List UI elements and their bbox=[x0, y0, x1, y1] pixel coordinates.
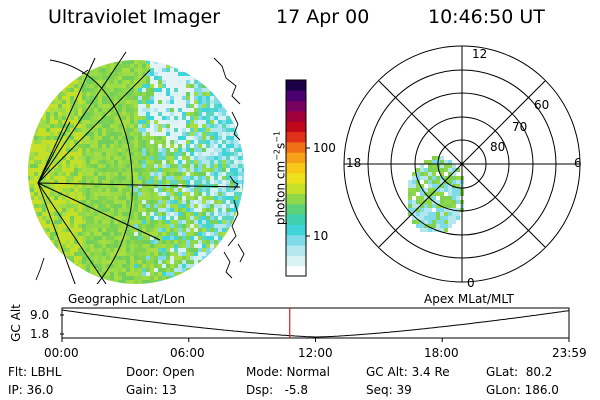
colorbar-cell bbox=[286, 172, 306, 184]
colorbar-tick-label: 10 bbox=[313, 229, 329, 243]
filter-value: Flt: LBHL bbox=[8, 365, 62, 379]
mlt-label-6: 6 bbox=[574, 156, 582, 170]
colorbar-cell bbox=[286, 203, 306, 215]
door-value: Door: Open bbox=[126, 365, 195, 379]
timeline-xtick-label: 23:59 bbox=[552, 346, 587, 360]
apex-panel-label: Apex MLat/MLT bbox=[424, 292, 514, 306]
observation-time: 10:46:50 UT bbox=[428, 6, 545, 28]
instrument-title: Ultraviolet Imager bbox=[48, 6, 221, 28]
colorbar-cell bbox=[286, 90, 306, 102]
timeline-xtick-label: 06:00 bbox=[170, 346, 205, 360]
colorbar-cell bbox=[286, 265, 306, 277]
longitude-line bbox=[37, 69, 151, 184]
timeline-ytick: 1.8 bbox=[30, 327, 50, 341]
altitude-timeline bbox=[60, 307, 570, 342]
coastlines bbox=[35, 57, 245, 281]
observation-date: 17 Apr 00 bbox=[276, 6, 370, 28]
colorbar bbox=[285, 79, 310, 277]
longitude-line bbox=[37, 57, 96, 184]
gain-value: Gain: 13 bbox=[126, 383, 177, 397]
timeline-xtick-label: 12:00 bbox=[298, 346, 333, 360]
dsp-value: Dsp: -5.8 bbox=[246, 383, 309, 397]
geographic-image bbox=[28, 51, 245, 284]
glat-value: GLat: 80.2 bbox=[486, 365, 553, 379]
colorbar-cell bbox=[286, 234, 306, 246]
colorbar-cell bbox=[286, 245, 306, 256]
colorbar-cell bbox=[286, 224, 306, 236]
colorbar-cell bbox=[286, 152, 306, 164]
gc-alt-value: GC Alt: 3.4 Re bbox=[366, 365, 450, 379]
longitude-line bbox=[37, 51, 127, 184]
timeline-frame bbox=[61, 307, 570, 339]
polar-image bbox=[343, 45, 581, 283]
latitude-circle bbox=[37, 182, 161, 241]
geographic-panel-label: Geographic Lat/Lon bbox=[68, 292, 186, 306]
ip-value: IP: 36.0 bbox=[8, 383, 54, 397]
colorbar-tick-label: 100 bbox=[313, 141, 336, 155]
timeline-ylabel: GC Alt bbox=[9, 304, 23, 342]
mlt-label-12: 12 bbox=[472, 47, 488, 61]
longitude-line bbox=[37, 182, 76, 284]
longitude-line bbox=[37, 182, 107, 284]
timeline-ytick: 9.0 bbox=[30, 308, 50, 322]
timeline-xtick-label: 18:00 bbox=[424, 346, 459, 360]
colorbar-cell bbox=[286, 110, 306, 122]
colorbar-cell bbox=[286, 121, 306, 133]
mlat-label-80: 80 bbox=[490, 140, 506, 154]
glon-value: GLon: 186.0 bbox=[486, 383, 559, 397]
colorbar-label: photon cm−2s−1 bbox=[272, 130, 288, 226]
colorbar-cell bbox=[286, 162, 306, 174]
sequence-value: Seq: 39 bbox=[366, 383, 412, 397]
colorbar-cell bbox=[286, 100, 306, 112]
longitude-line bbox=[37, 182, 241, 188]
latitude-circle bbox=[49, 59, 133, 284]
longitude-line bbox=[37, 121, 71, 184]
colorbar-cell bbox=[286, 193, 306, 205]
polar-grid bbox=[343, 45, 581, 283]
mlt-label-18: 18 bbox=[346, 156, 362, 170]
colorbar-cell bbox=[286, 255, 306, 267]
altitude-curve bbox=[61, 309, 570, 338]
mlt-label-0: 0 bbox=[467, 276, 475, 290]
colorbar-cell bbox=[286, 80, 306, 91]
colorbar-cell bbox=[286, 131, 306, 143]
mlat-label-70: 70 bbox=[512, 120, 528, 134]
colorbar-cell bbox=[286, 141, 306, 153]
colorbar-cell bbox=[286, 214, 306, 225]
meridian-line bbox=[378, 80, 546, 248]
timeline-xtick-label: 00:00 bbox=[44, 346, 79, 360]
colorbar-cell bbox=[286, 183, 306, 194]
mlat-label-60: 60 bbox=[534, 98, 550, 112]
mode-value: Mode: Normal bbox=[246, 365, 330, 379]
